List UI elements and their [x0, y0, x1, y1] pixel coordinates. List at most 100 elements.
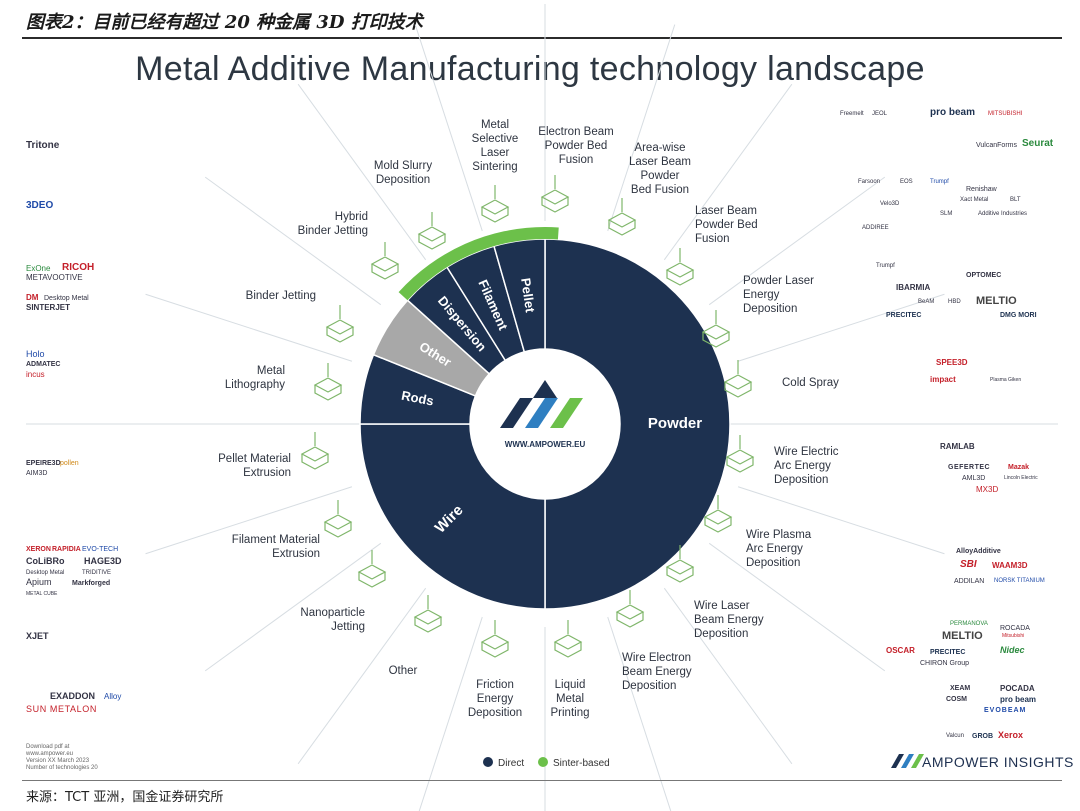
machine-icon-side [702, 332, 730, 348]
vendor-xeam: XEAM [950, 685, 971, 692]
tech-label-line: Deposition [622, 680, 676, 692]
tech-label: Laser Beam Powder Bed Fusion [695, 205, 758, 245]
vendor-markforged: Markforged [72, 580, 111, 587]
tech-label-line: Binder Jetting [298, 225, 368, 237]
tech-label-line: Laser Beam [695, 205, 757, 217]
center-hub: WWW.AMPOWER.EU [470, 349, 620, 499]
vendor-mazak: Mazak [1008, 464, 1030, 471]
vendor-renishaw: Renishaw [966, 186, 997, 193]
machine-icon-top [480, 199, 510, 215]
machine-icon-top [723, 374, 753, 390]
machine-icon-top [323, 514, 353, 530]
tech-label-line: Laser Beam [629, 156, 691, 168]
machine-icon-side [324, 522, 352, 538]
vendor-cosm: COSM [946, 696, 967, 703]
vendor-trumpf-2: Trumpf [876, 263, 895, 269]
machine-icon-side [418, 234, 446, 250]
machine-icon-side [371, 264, 399, 280]
tech-label-line: Wire Laser [694, 600, 750, 612]
vendor-lincoln-electric: Lincoln Electric [1004, 475, 1038, 481]
tech-label-line: Powder [641, 170, 680, 182]
vendor-farsoon: Farsoon [858, 179, 881, 185]
connector-lines [26, 4, 1058, 811]
vendor-freemelt: Freemelt [840, 111, 864, 117]
brand-logo-icon [891, 754, 924, 768]
vendor-spee3d: SPEE3D [936, 358, 968, 367]
tech-label-line: Friction [476, 679, 514, 691]
guide-line [708, 542, 886, 672]
tech-label-line: Laser [481, 147, 510, 159]
technology-icons [300, 175, 755, 658]
tech-label-line: Arc Energy [746, 543, 803, 555]
sinter-arc-path [545, 227, 559, 240]
segment-label-rods: Rods [400, 388, 435, 409]
vendor-rocada: ROCADA [1000, 625, 1030, 632]
machine-icon [323, 500, 353, 538]
vendor-metal-cube: METAL CUBE [26, 591, 58, 597]
sinter-arc-path [398, 227, 545, 301]
tech-label: Binder Jetting [246, 290, 316, 302]
sinter-based-arc [398, 227, 559, 301]
machine-icon-top [417, 226, 447, 242]
tech-label: Metal Lithography [225, 365, 285, 391]
machine-icon [417, 212, 447, 250]
vendor-impact: impact [930, 375, 956, 384]
vendor-waam3d: WAAM3D [992, 561, 1028, 570]
tech-label-line: Cold Spray [782, 377, 839, 389]
machine-icon [723, 360, 753, 398]
report-title: 图表2：目前已经有超过 20 种金属 3D 打印技术 [26, 12, 423, 33]
tech-label: Wire Plasma Arc Energy Deposition [746, 529, 812, 569]
segment-label-pellet: Pellet [518, 277, 538, 314]
vendor-oscar: OSCAR [886, 646, 915, 655]
machine-icon-side [666, 270, 694, 286]
tech-label-line: Pellet Material [218, 453, 291, 465]
tech-label-line: Powder Bed [695, 219, 758, 231]
vendor-grob: GROB [972, 733, 993, 740]
machine-icon-top [725, 449, 755, 465]
machine-icon [313, 363, 343, 401]
machine-icon-top [313, 377, 343, 393]
vendor-eos: EOS [900, 179, 913, 185]
donut-chart [359, 238, 731, 610]
machine-icon-side [608, 220, 636, 236]
tech-label-line: Energy [743, 289, 780, 301]
top-divider [22, 37, 1062, 39]
tech-label-line: Powder Laser [743, 275, 814, 287]
tech-label: Friction Energy Deposition [468, 679, 522, 719]
vendor-sun-metalon: SUN METALON [26, 704, 97, 714]
vendor-mx3d: MX3D [976, 485, 999, 494]
machine-icon [725, 435, 755, 473]
vendor-aim3d: AIM3D [26, 470, 48, 477]
machine-icon-side [666, 567, 694, 583]
vendor-aml3d: AML3D [962, 475, 986, 482]
machine-icon [300, 432, 330, 470]
tech-label-line: Wire Plasma [746, 529, 812, 541]
tech-label: Nanoparticle Jetting [300, 607, 365, 633]
machine-icon-side [541, 197, 569, 213]
vendor-sbi: SBI [960, 559, 977, 570]
tech-label-line: Deposition [376, 174, 430, 186]
tech-label-line: Metal [481, 119, 509, 131]
vendor-meltio: MELTIO [976, 295, 1017, 307]
vendor-optomec: OPTOMEC [966, 272, 1002, 279]
guide-line [708, 176, 886, 306]
vendor-exone: ExOne [26, 264, 51, 273]
legend-sinter-marker [538, 757, 548, 767]
vendor-pro-beam-2: pro beam [1000, 695, 1037, 704]
center-url: WWW.AMPOWER.EU [505, 440, 586, 449]
tech-label-line: Mold Slurry [374, 160, 432, 172]
vendor-precitec-2: PRECITEC [930, 649, 966, 656]
tech-label-line: Arc Energy [774, 460, 831, 472]
tech-label-line: Deposition [743, 303, 797, 315]
machine-icon-side [616, 612, 644, 628]
machine-icon-top [615, 604, 645, 620]
machine-icon-side [481, 207, 509, 223]
guide-line [297, 83, 427, 261]
tech-label-line: Jetting [331, 621, 365, 633]
vendor-ibarmia: IBARMIA [896, 283, 931, 292]
legend: Direct Sinter-based [483, 757, 610, 769]
vendor-desktop-metal: Desktop Metal [44, 295, 89, 302]
vendor-evobeam: EVOBEAM [984, 707, 1027, 714]
technology-labels: Metal Selective Laser Sintering Electron Bea… [218, 119, 839, 719]
